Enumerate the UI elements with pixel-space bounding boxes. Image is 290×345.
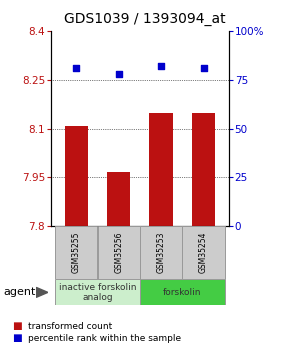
Text: GSM35256: GSM35256 (114, 232, 123, 274)
Text: percentile rank within the sample: percentile rank within the sample (28, 334, 181, 343)
Bar (149, 113, 173, 226)
Text: inactive forskolin
analog: inactive forskolin analog (59, 283, 136, 302)
Point (74, 65, 79, 71)
Bar (192, 113, 215, 226)
Bar (55, 279, 140, 305)
Point (159, 63, 164, 69)
Text: transformed count: transformed count (28, 322, 112, 331)
Bar (140, 226, 182, 279)
Text: GSM35254: GSM35254 (199, 232, 208, 274)
Point (116, 71, 121, 77)
Bar (107, 172, 130, 226)
Point (201, 65, 206, 71)
Bar (140, 279, 225, 305)
Text: ■: ■ (12, 321, 21, 331)
Text: forskolin: forskolin (163, 288, 202, 297)
Text: ■: ■ (12, 333, 21, 343)
Text: agent: agent (3, 287, 35, 297)
Text: GSM35255: GSM35255 (72, 232, 81, 274)
Text: GDS1039 / 1393094_at: GDS1039 / 1393094_at (64, 12, 226, 26)
Bar (55, 226, 97, 279)
Text: GSM35253: GSM35253 (157, 232, 166, 274)
Bar (182, 226, 225, 279)
Bar (65, 126, 88, 226)
Bar (97, 226, 140, 279)
Polygon shape (36, 287, 48, 297)
